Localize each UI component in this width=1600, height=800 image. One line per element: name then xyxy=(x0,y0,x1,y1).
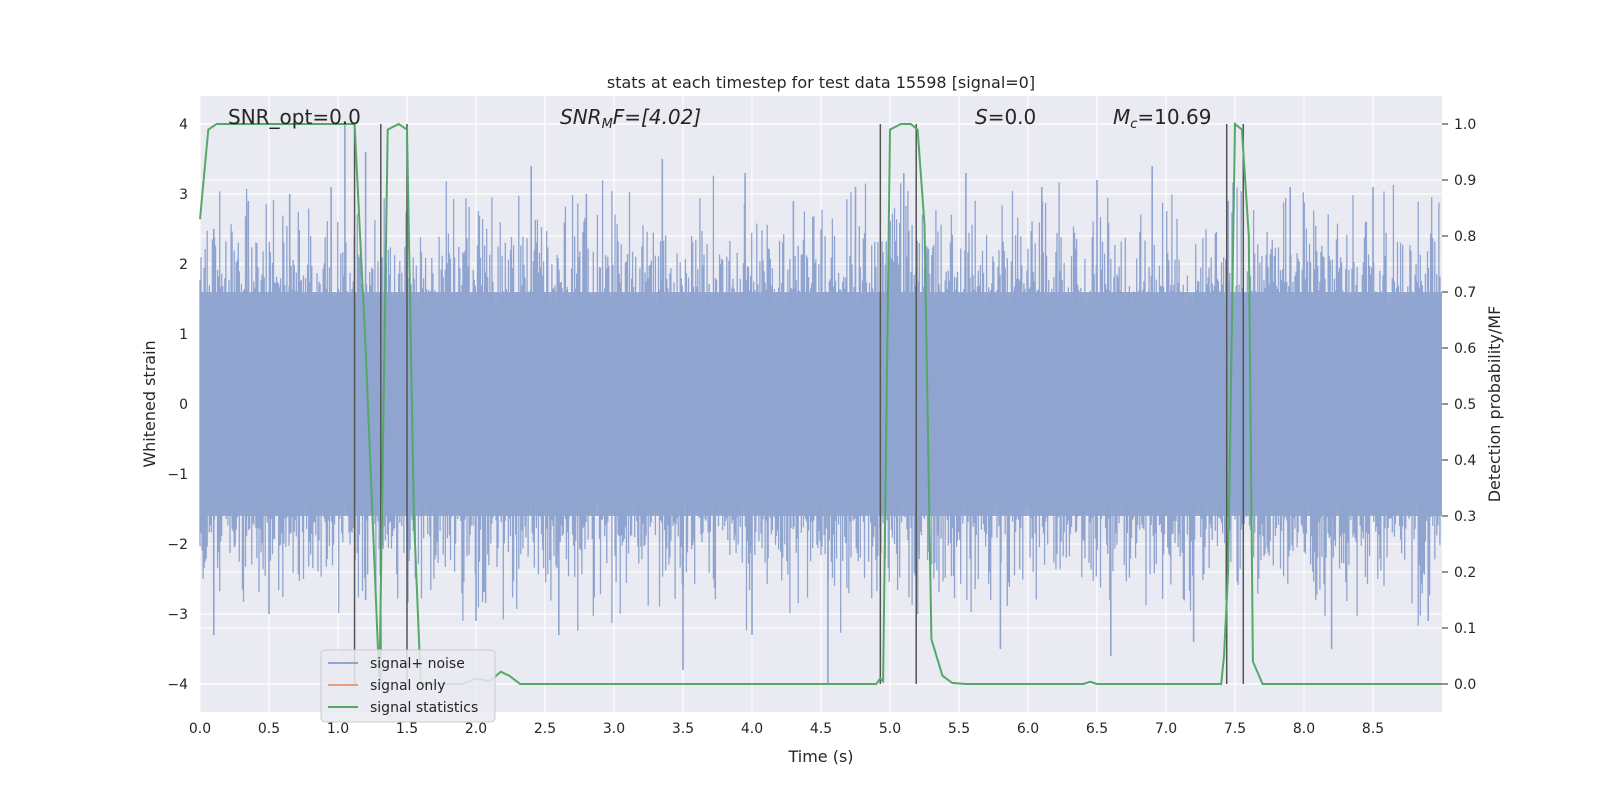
legend-box xyxy=(320,649,496,723)
x-tick-label: 0.5 xyxy=(258,721,280,737)
annotation-snr-mf: SNRMF=[4.02] xyxy=(560,105,701,132)
legend-label-noise: signal+ noise xyxy=(370,656,465,672)
x-tick-label: 7.0 xyxy=(1155,721,1177,737)
y-tick-label: 2 xyxy=(179,257,188,273)
x-ticks: 0.0 0.5 1.0 1.5 2.0 2.5 3.0 3.5 4.0 4.5 5.0 5.5 6.0 6… xyxy=(189,721,1384,737)
y2-tick-label: 0.1 xyxy=(1454,621,1476,637)
x-tick-label: 6.0 xyxy=(1017,721,1039,737)
x-tick-label: 3.5 xyxy=(672,721,694,737)
annotation-snr-opt: SNR_opt=0.0 xyxy=(228,105,361,129)
x-tick-label: 4.5 xyxy=(810,721,832,737)
annotation-snr-mf-sub: M xyxy=(602,117,613,132)
y-tick-label: 4 xyxy=(179,117,188,133)
annotation-s: S=0.0 xyxy=(975,105,1036,129)
legend: signal+ noise signal only signal statist… xyxy=(320,649,496,723)
y-tick-label: −1 xyxy=(167,467,188,483)
annotation-mc-sub: c xyxy=(1130,117,1137,132)
y-tick-label: 0 xyxy=(179,397,188,413)
x-tick-label: 1.0 xyxy=(327,721,349,737)
annotation-snr-mf-main: SNR xyxy=(560,105,602,129)
y2-tick-label: 0.9 xyxy=(1454,173,1476,189)
y2-tick-label: 0.6 xyxy=(1454,341,1476,357)
annotation-mc: Mc=10.69 xyxy=(1113,105,1211,132)
y2-tick-label: 0.3 xyxy=(1454,509,1476,525)
y-ticks: 4 3 2 1 0 −1 −2 −3 −4 xyxy=(167,117,188,693)
x-tick-label: 2.0 xyxy=(465,721,487,737)
y2-ticks: 1.0 0.9 0.8 0.7 0.6 0.5 0.4 0.3 0.2 0.1 0.0 xyxy=(1442,117,1476,693)
x-tick-label: 3.0 xyxy=(603,721,625,737)
y2-axis-label: Detection probability/MF xyxy=(1485,306,1504,503)
y-tick-label: −2 xyxy=(167,537,188,553)
annotation-s-tail: =0.0 xyxy=(988,105,1037,129)
x-tick-label: 5.5 xyxy=(948,721,970,737)
chart-title: stats at each timestep for test data 155… xyxy=(607,73,1035,92)
annotation-mc-tail: =10.69 xyxy=(1137,105,1211,129)
x-axis-label: Time (s) xyxy=(787,747,853,766)
x-tick-label: 0.0 xyxy=(189,721,211,737)
marker-lines xyxy=(353,124,1245,684)
x-tick-label: 4.0 xyxy=(741,721,763,737)
legend-label-statistics: signal statistics xyxy=(370,700,478,716)
y2-tick-label: 0.7 xyxy=(1454,285,1476,301)
y-tick-label: −4 xyxy=(167,677,188,693)
x-tick-label: 6.5 xyxy=(1086,721,1108,737)
annotation-s-main: S xyxy=(975,105,988,129)
x-tick-label: 2.5 xyxy=(534,721,556,737)
y2-tick-label: 1.0 xyxy=(1454,117,1476,133)
annotation-mc-main: M xyxy=(1113,105,1130,129)
y2-tick-label: 0.0 xyxy=(1454,677,1476,693)
y-tick-label: 1 xyxy=(179,327,188,343)
y2-tick-label: 0.8 xyxy=(1454,229,1476,245)
y-tick-label: 3 xyxy=(179,187,188,203)
x-tick-label: 1.5 xyxy=(396,721,418,737)
y2-tick-label: 0.2 xyxy=(1454,565,1476,581)
y2-tick-label: 0.5 xyxy=(1454,397,1476,413)
x-tick-label: 8.0 xyxy=(1293,721,1315,737)
signal-statistics-line xyxy=(199,121,1442,685)
noise-peaks xyxy=(213,124,1429,684)
annotation-snr-mf-tail: F=[4.02] xyxy=(613,105,701,129)
y2-tick-label: 0.4 xyxy=(1454,453,1476,469)
y-axis-label: Whitened strain xyxy=(140,340,159,467)
legend-label-signal: signal only xyxy=(370,678,445,694)
y-tick-label: −3 xyxy=(167,607,188,623)
x-tick-label: 5.0 xyxy=(879,721,901,737)
x-tick-label: 7.5 xyxy=(1224,721,1246,737)
x-tick-label: 8.5 xyxy=(1362,721,1384,737)
